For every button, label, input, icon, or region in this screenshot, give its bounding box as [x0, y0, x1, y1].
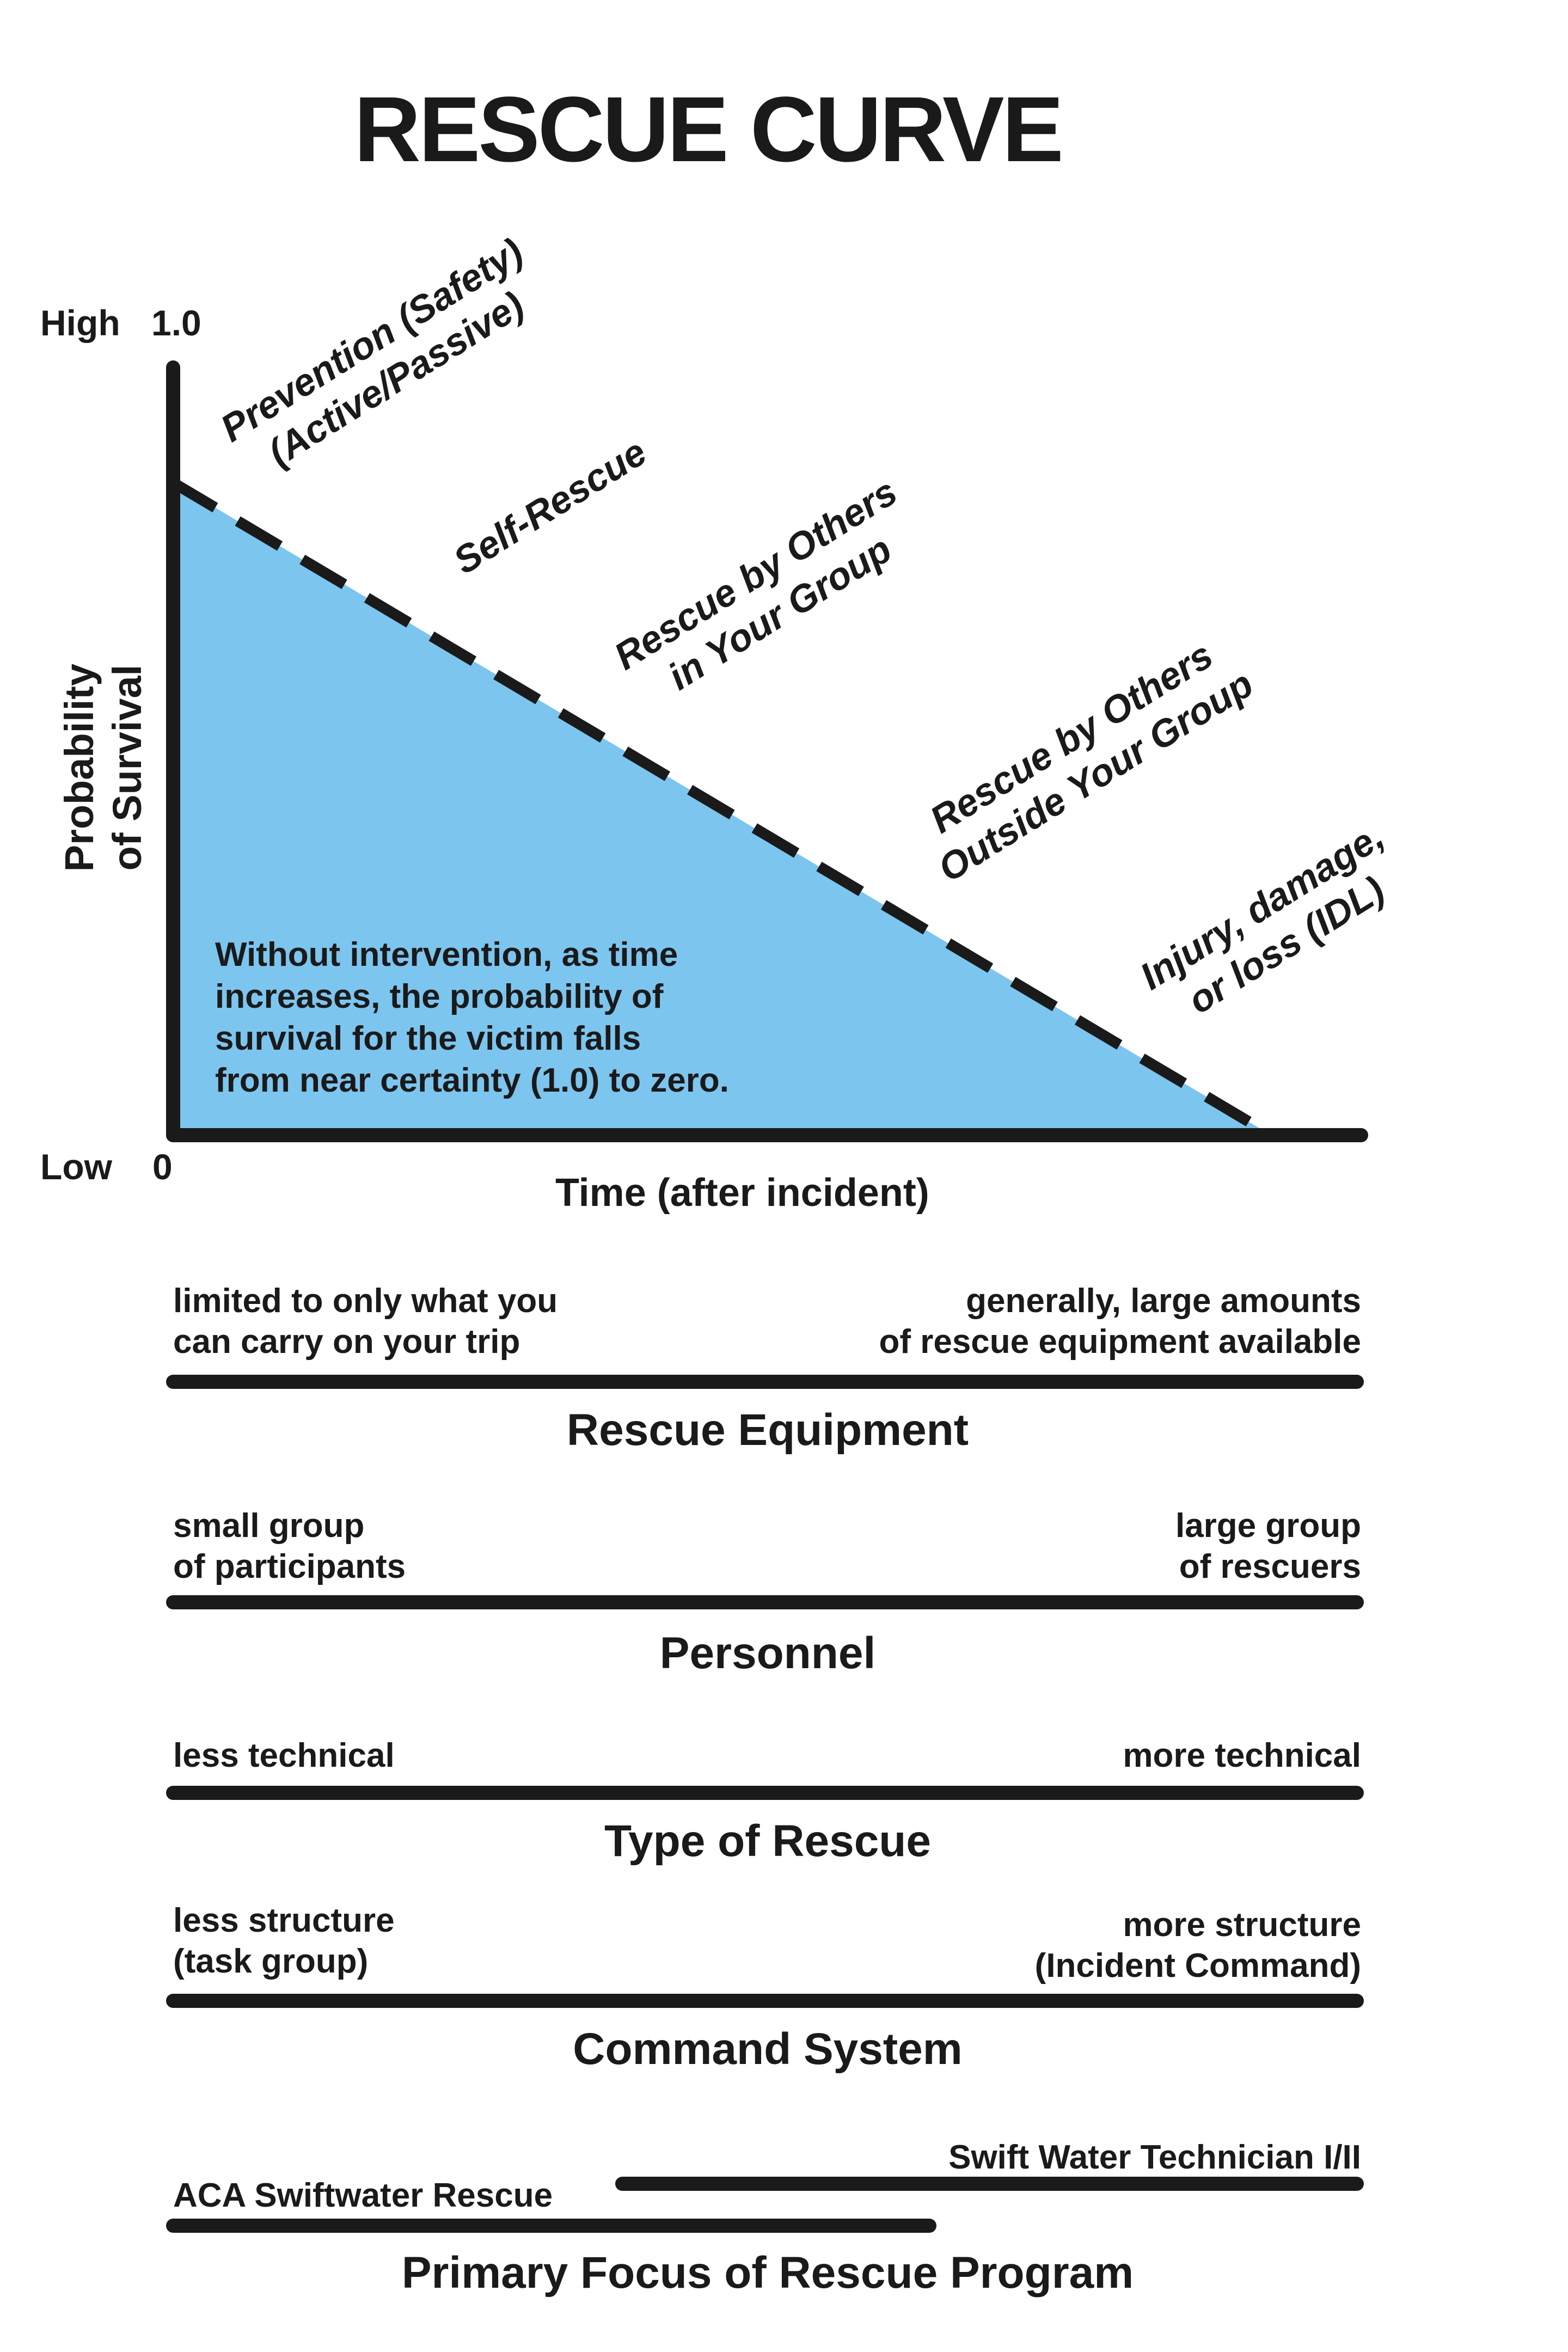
label-line: large group: [1175, 1507, 1361, 1545]
program-technician-bar: [615, 2177, 1364, 2191]
command-left-label: less structure (task group): [173, 1900, 395, 1982]
label-line: more structure: [1123, 1906, 1361, 1944]
label-line: more technical: [1123, 1737, 1361, 1774]
x-axis-title: Time (after incident): [555, 1171, 929, 1215]
y-axis-title: Probability of Survival: [56, 664, 151, 872]
y-axis-title-line2: of Survival: [105, 664, 150, 871]
type-left-label: less technical: [173, 1735, 395, 1776]
label-line: limited to only what you: [173, 1282, 558, 1320]
label-line: can carry on your trip: [173, 1323, 520, 1361]
chart-note-line: increases, the probability of: [215, 978, 664, 1015]
page-title: RESCUE CURVE: [354, 78, 1064, 181]
label-line: of rescue equipment available: [879, 1323, 1361, 1361]
type-scale-bar: [166, 1786, 1364, 1800]
rescue-curve-chart: [166, 360, 1368, 1142]
personnel-right-label: large group of rescuers: [1175, 1505, 1361, 1587]
survival-curve-dashed: [170, 477, 1258, 1130]
personnel-left-label: small group of participants: [173, 1505, 406, 1587]
program-scale-title: Primary Focus of Rescue Program: [401, 2248, 1134, 2298]
chart-note: Without intervention, as time increases,…: [215, 934, 729, 1101]
label-line: less structure: [173, 1902, 395, 1939]
label-line: generally, large amounts: [966, 1282, 1361, 1320]
label-line: small group: [173, 1507, 365, 1545]
program-right-label: Swift Water Technician I/II: [948, 2139, 1361, 2176]
chart-note-line: Without intervention, as time: [215, 936, 678, 973]
label-line: (task group): [173, 1943, 369, 1980]
personnel-scale-bar: [166, 1595, 1364, 1609]
type-right-label: more technical: [1123, 1735, 1361, 1776]
equipment-right-label: generally, large amounts of rescue equip…: [879, 1281, 1361, 1362]
equipment-scale-bar: [166, 1375, 1364, 1389]
equipment-scale-title: Rescue Equipment: [566, 1405, 969, 1455]
personnel-scale-title: Personnel: [659, 1628, 876, 1678]
program-aca-bar: [166, 2219, 936, 2233]
label-line: of participants: [173, 1548, 406, 1585]
label-line: of rescuers: [1179, 1548, 1361, 1585]
chart-note-line: from near certainty (1.0) to zero.: [215, 1062, 730, 1099]
command-scale-bar: [166, 1994, 1364, 2008]
program-left-label: ACA Swiftwater Rescue: [173, 2177, 553, 2214]
label-line: (Incident Command): [1034, 1947, 1361, 1984]
command-scale-title: Command System: [573, 2024, 963, 2074]
command-right-label: more structure (Incident Command): [1035, 1904, 1361, 1986]
equipment-left-label: limited to only what you can carry on yo…: [173, 1281, 558, 1362]
y-high-label: High: [40, 303, 120, 343]
y-high-value: 1.0: [151, 303, 201, 343]
label-line: less technical: [173, 1737, 395, 1774]
chart-note-line: survival for the victim falls: [215, 1020, 641, 1057]
y-low-label: Low: [40, 1147, 112, 1187]
type-scale-title: Type of Rescue: [604, 1816, 931, 1866]
y-low-value: 0: [152, 1147, 173, 1187]
y-axis-title-line1: Probability: [57, 663, 102, 872]
